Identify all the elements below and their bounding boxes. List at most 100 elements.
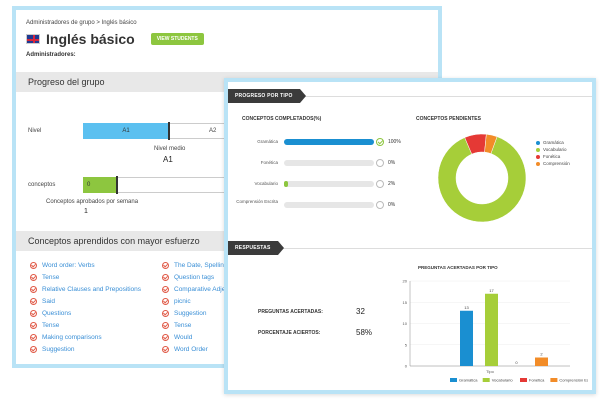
uk-flag-icon [26,34,40,44]
conceptos-semana-value: 1 [84,208,88,215]
bar-value-label: 13 [464,305,469,310]
conceptos-bar: 0 [83,177,117,193]
concept-link[interactable]: Word order: Verbs [42,261,95,269]
answers-value: 32 [356,307,365,316]
legend-item: Gramática [536,140,564,145]
list-item[interactable]: Relative Clauses and Prepositions [30,283,141,295]
list-item[interactable]: Suggestion [162,307,234,319]
legend-label: Fonética [543,154,561,159]
concept-link[interactable]: Tense [174,321,192,329]
list-item[interactable]: Questions [30,307,141,319]
progress-row-label: Gramática [257,139,278,144]
progress-row-label: Comprensión Escrita [236,199,278,204]
legend-swatch [536,140,540,145]
legend-label: Vocabulario [492,378,514,383]
nivel-medio-label: Nivel medio [154,146,186,152]
legend-item: Comprensión [536,161,570,166]
legend-label: Comprensión Escrita [559,378,588,383]
concept-link[interactable]: Questions [42,309,72,317]
legend-swatch [536,154,540,159]
admins-label: Administradores: [26,52,76,58]
list-item[interactable]: Tense [162,319,234,331]
nivel-marker [168,122,170,140]
concept-link[interactable]: Word Order [174,345,208,353]
check-icon [30,285,37,293]
check-icon [30,345,37,353]
check-icon [162,285,169,293]
legend-swatch [482,378,490,382]
concept-link[interactable]: Making comparisons [42,333,102,341]
concept-link[interactable]: Comparative Adjec [174,285,229,293]
legend-swatch [520,378,527,382]
list-item[interactable]: The Date, Spelling N [162,259,234,271]
answers-bar-chart: 0 5 10 15 20 13 17 0 2 Tipo Gramática Vocabulario Fo… [403,279,588,383]
concepts-list-1: Word order: Verbs Tense Relative Clauses… [30,259,141,355]
concept-link[interactable]: Tense [42,273,60,281]
y-tick-label: 0 [405,364,408,369]
legend-label: Gramática [459,378,478,383]
legend-swatch [550,378,558,382]
y-tick-label: 10 [403,321,408,326]
list-item[interactable]: Said [30,295,141,307]
concept-link[interactable]: Suggestion [42,345,75,353]
page-title: Inglés básico [46,31,135,47]
check-icon [162,333,169,341]
list-item[interactable]: Suggestion [30,343,141,355]
answers-label: PREGUNTAS ACERTADAS: [258,309,323,315]
concept-link[interactable]: The Date, Spelling N [174,261,234,269]
legend-swatch [450,378,457,382]
bar-chart-title: PREGUNTAS ACERTADAS POR TIPO [418,265,498,270]
check-icon [30,297,37,305]
percent-label: PORCENTAJE ACIERTOS: [258,330,321,336]
progress-track [284,160,374,166]
check-icon [30,273,37,281]
concepts-list-2: The Date, Spelling N Question tags Compa… [162,259,234,355]
concept-link[interactable]: Question tags [174,273,215,281]
list-item[interactable]: Word order: Verbs [30,259,141,271]
divider [228,96,592,97]
list-item[interactable]: Would [162,331,234,343]
nivel-bar: A1 [83,123,169,139]
y-tick-label: 20 [403,279,408,284]
concept-link[interactable]: Suggestion [174,309,207,317]
list-item[interactable]: Word Order [162,343,234,355]
concept-link[interactable]: Tense [42,321,60,329]
check-circle-icon [376,138,384,146]
list-item[interactable]: Making comparisons [30,331,141,343]
list-item[interactable]: Question tags [162,271,234,283]
concept-link[interactable]: Said [42,297,56,305]
empty-circle-icon [376,180,384,188]
list-item[interactable]: picnic [162,295,234,307]
view-students-button[interactable]: VIEW STUDENTS [150,33,204,45]
nivel-medio-value: A1 [163,155,173,164]
concept-link[interactable]: Would [174,333,193,341]
check-icon [162,261,169,269]
bar-4 [535,357,548,366]
bar-2 [485,293,498,366]
bar-1 [460,310,473,366]
progress-percent: 0% [388,202,396,208]
bar-value-label: 17 [489,288,494,293]
legend-swatch [536,147,540,152]
type-progress-window: PROGRESO POR TIPO CONCEPTOS COMPLETADOS(… [224,78,596,394]
legend-swatch [536,161,540,166]
list-item[interactable]: Tense [30,319,141,331]
breadcrumb[interactable]: Administradores de grupo > Inglés básico [26,20,137,26]
concept-link[interactable]: Relative Clauses and Prepositions [42,285,141,293]
donut-slice-vocabulario[interactable] [437,136,527,223]
legend-label: Comprensión [543,161,570,166]
donut-slice-comprensión[interactable] [484,133,498,154]
check-icon [162,309,169,317]
list-item[interactable]: Tense [30,271,141,283]
concept-link[interactable]: picnic [174,297,191,305]
empty-circle-icon [376,159,384,167]
list-item[interactable]: Comparative Adjec [162,283,234,295]
progress-row-label: Vocabulario [254,181,278,186]
check-icon [162,345,169,353]
nivel-next-label: A2 [209,128,217,134]
conceptos-label: conceptos [28,182,56,188]
empty-circle-icon [376,201,384,209]
legend-label: Fonética [529,378,545,383]
check-icon [30,333,37,341]
pending-donut-chart [437,133,527,223]
